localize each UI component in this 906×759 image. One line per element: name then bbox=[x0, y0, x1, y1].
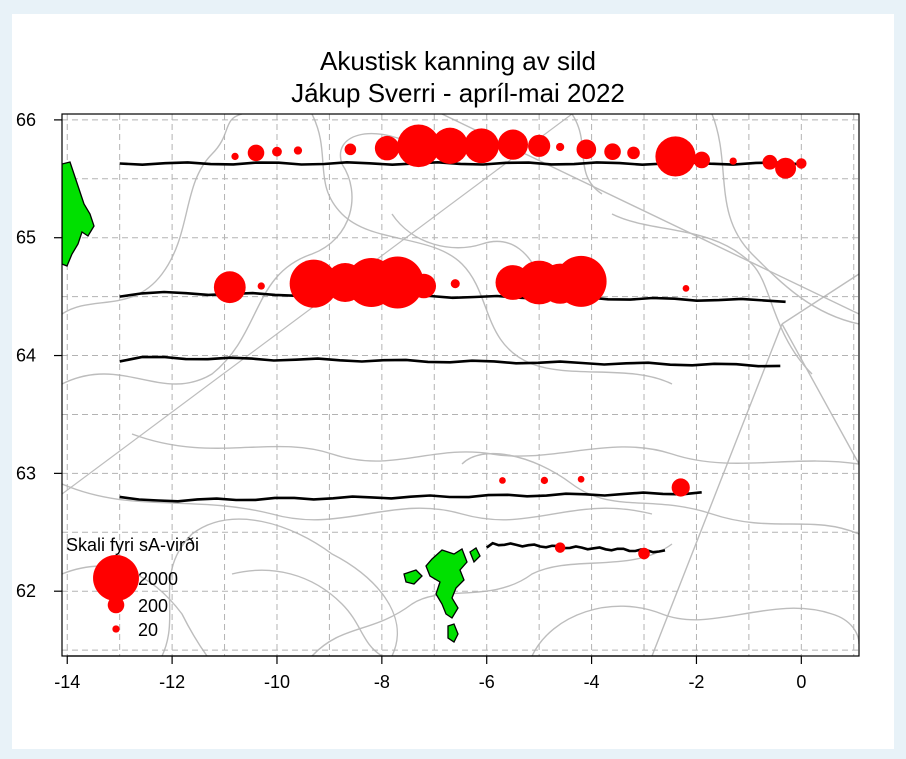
sa-point bbox=[499, 477, 506, 484]
legend-title: Skali fyri sA-virði bbox=[66, 535, 199, 555]
y-tick-label: 65 bbox=[16, 228, 36, 248]
depth-contour-10 bbox=[461, 452, 859, 535]
sa-point bbox=[371, 256, 424, 309]
land-mass-0 bbox=[62, 161, 95, 267]
x-tick-label: -4 bbox=[584, 672, 600, 692]
depth-contour-14 bbox=[391, 213, 543, 285]
depth-contour-0 bbox=[62, 132, 413, 385]
chart-frame: Akustisk kanning av sild Jákup Sverri - … bbox=[12, 14, 894, 749]
sa-point bbox=[344, 143, 357, 156]
sa-points bbox=[213, 124, 807, 560]
boundary-line-3 bbox=[781, 273, 859, 325]
sa-point bbox=[497, 129, 529, 160]
y-tick-label: 62 bbox=[16, 581, 36, 601]
depth-contour-3 bbox=[131, 433, 859, 465]
sa-point bbox=[450, 279, 460, 289]
sa-point bbox=[464, 128, 499, 164]
sa-point bbox=[293, 146, 303, 155]
y-tick-label: 66 bbox=[16, 110, 36, 130]
depth-contour-4 bbox=[62, 483, 653, 521]
legend-symbol bbox=[93, 555, 139, 601]
y-axis: 62 63 64 65 66 bbox=[16, 110, 62, 601]
x-tick-label: -2 bbox=[688, 672, 704, 692]
transect-line bbox=[485, 541, 666, 554]
sa-point bbox=[555, 142, 565, 152]
legend-symbol bbox=[107, 596, 125, 614]
y-tick-label: 63 bbox=[16, 463, 36, 483]
sa-point bbox=[729, 157, 737, 165]
transect-line bbox=[119, 491, 702, 503]
depth-contour-7 bbox=[531, 605, 859, 656]
sa-point bbox=[638, 547, 650, 560]
sa-point bbox=[671, 478, 690, 497]
sa-point bbox=[231, 152, 239, 161]
x-tick-label: 0 bbox=[796, 672, 806, 692]
legend-label: 200 bbox=[138, 596, 168, 616]
sa-point bbox=[762, 154, 778, 170]
sa-point bbox=[655, 136, 696, 177]
sa-point bbox=[693, 151, 710, 169]
x-tick-label: -10 bbox=[264, 672, 290, 692]
legend-symbol bbox=[112, 625, 120, 633]
land-mass-1 bbox=[425, 548, 468, 619]
depth-contour-9 bbox=[611, 213, 813, 375]
sa-point bbox=[555, 255, 607, 307]
x-tick-label: -8 bbox=[374, 672, 390, 692]
land-mass-3 bbox=[447, 623, 459, 643]
sa-point bbox=[374, 135, 400, 161]
land-mass-4 bbox=[469, 547, 481, 564]
transect-line bbox=[119, 355, 781, 368]
depth-contour-8 bbox=[711, 114, 859, 325]
sa-point bbox=[289, 259, 338, 308]
sa-point bbox=[775, 157, 797, 179]
y-tick-label: 64 bbox=[16, 346, 36, 366]
chart-svg: Akustisk kanning av sild Jákup Sverri - … bbox=[16, 46, 860, 692]
chart-subtitle: Jákup Sverri - apríl-mai 2022 bbox=[291, 78, 625, 108]
land-mass-2 bbox=[403, 569, 423, 585]
sa-point bbox=[257, 282, 265, 290]
sa-point bbox=[411, 273, 437, 299]
chart-title: Akustisk kanning av sild bbox=[320, 46, 596, 76]
sa-point bbox=[272, 146, 282, 157]
sa-point bbox=[576, 139, 597, 160]
depth-contour-1 bbox=[62, 114, 243, 315]
sa-point bbox=[431, 127, 469, 164]
sa-point bbox=[554, 542, 566, 553]
transect-lines bbox=[119, 160, 802, 554]
depth-contour-2 bbox=[311, 114, 673, 385]
sa-point bbox=[528, 134, 551, 157]
sa-point bbox=[247, 144, 265, 162]
x-tick-label: -14 bbox=[54, 672, 80, 692]
x-tick-label: -12 bbox=[159, 672, 185, 692]
sa-point bbox=[796, 158, 807, 169]
boundary-line-2 bbox=[781, 323, 859, 465]
boundary-line-4 bbox=[651, 323, 783, 656]
depth-contour-11 bbox=[231, 569, 383, 656]
sa-point bbox=[397, 124, 440, 168]
sa-point bbox=[577, 475, 585, 483]
sa-point bbox=[682, 285, 690, 292]
legend-label: 20 bbox=[138, 620, 158, 640]
legend: Skali fyri sA-virði 2000 200 20 bbox=[66, 535, 199, 640]
sa-point bbox=[627, 146, 640, 160]
sa-point bbox=[604, 143, 621, 160]
sa-point bbox=[213, 271, 246, 304]
depth-contour-5 bbox=[161, 518, 398, 656]
legend-label: 2000 bbox=[138, 569, 178, 589]
sa-point bbox=[540, 476, 549, 485]
land-masses bbox=[62, 161, 481, 643]
x-axis: -14 -12 -10 -8 -6 -4 -2 0 bbox=[54, 655, 806, 692]
x-tick-label: -6 bbox=[479, 672, 495, 692]
